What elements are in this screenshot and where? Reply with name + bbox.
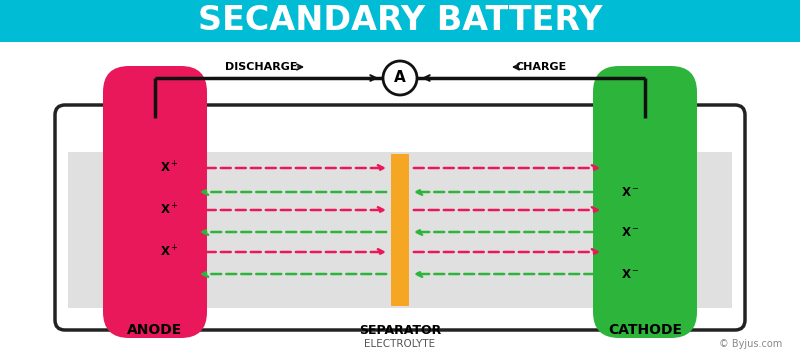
Text: ELECTROLYTE: ELECTROLYTE	[365, 339, 435, 349]
Text: CHARGE: CHARGE	[515, 62, 566, 72]
Text: © Byjus.com: © Byjus.com	[718, 339, 782, 349]
FancyBboxPatch shape	[55, 105, 745, 330]
Text: $\mathbf{X}^+$: $\mathbf{X}^+$	[160, 202, 179, 218]
Bar	[68, 152, 732, 308]
Circle shape	[597, 186, 609, 198]
Circle shape	[191, 246, 203, 258]
Text: $\mathbf{X}^+$: $\mathbf{X}^+$	[160, 244, 179, 260]
Text: $\mathbf{X}^-$: $\mathbf{X}^-$	[621, 186, 640, 198]
Text: $\mathbf{X}^+$: $\mathbf{X}^+$	[160, 160, 179, 176]
Text: $\mathbf{X}^-$: $\mathbf{X}^-$	[621, 267, 640, 280]
Text: CATHODE: CATHODE	[608, 323, 682, 337]
Text: SECANDARY BATTERY: SECANDARY BATTERY	[198, 5, 602, 37]
Text: DISCHARGE: DISCHARGE	[225, 62, 298, 72]
Circle shape	[191, 162, 203, 174]
FancyBboxPatch shape	[593, 66, 697, 338]
Text: SEPARATOR: SEPARATOR	[359, 323, 441, 336]
Circle shape	[383, 61, 417, 95]
FancyBboxPatch shape	[103, 66, 207, 338]
Bar	[391, 154, 409, 306]
Circle shape	[597, 226, 609, 238]
Circle shape	[597, 268, 609, 280]
Text: A: A	[394, 70, 406, 85]
Text: ANODE: ANODE	[127, 323, 182, 337]
Circle shape	[191, 204, 203, 216]
Bar	[0, 0, 800, 42]
Text: $\mathbf{X}^-$: $\mathbf{X}^-$	[621, 225, 640, 238]
